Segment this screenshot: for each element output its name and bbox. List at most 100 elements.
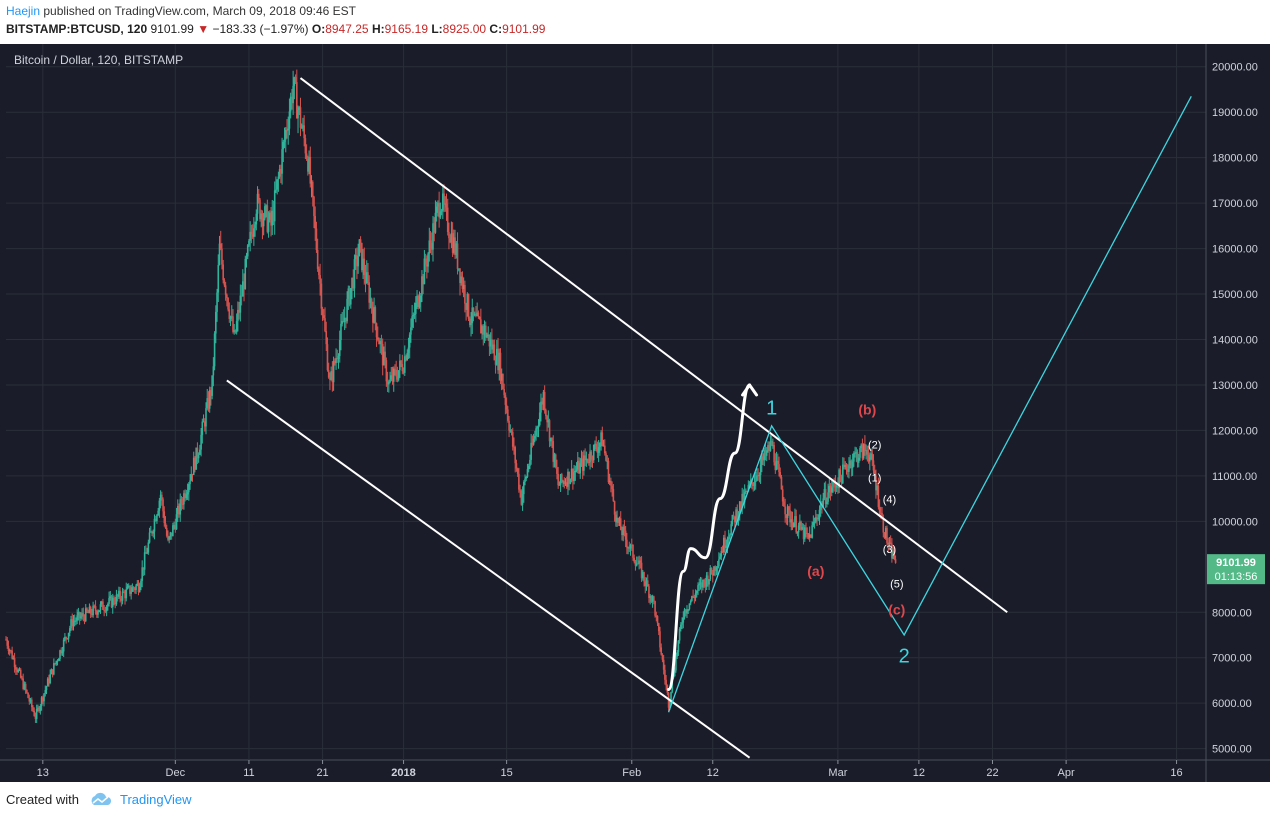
candle-body [51,669,54,675]
candle-body [135,585,137,590]
candle-body [367,272,369,283]
candle-body [515,463,518,469]
candle-body [152,531,155,534]
candle-body [502,374,504,390]
candle-body [206,398,209,409]
candle-body [179,499,182,515]
candle-body [53,663,55,675]
candle-body [835,485,838,488]
wave-label: (4) [883,494,896,506]
candle-body [554,454,557,468]
candle-body [67,632,70,639]
y-tick-label: 6000.00 [1212,698,1252,710]
candle-body [118,590,120,597]
candle-body [886,527,888,543]
candle-body [40,697,43,706]
price-chart[interactable]: 20000.0019000.0018000.0017000.0016000.00… [0,44,1270,782]
candle-body [202,421,205,423]
candle-body [487,334,490,336]
candle-body [616,517,618,523]
candle-body [770,440,773,446]
candle-body [363,258,366,276]
candle-body [853,453,855,462]
candle-body [761,456,763,465]
candle-body [260,213,263,220]
candle-body [412,315,415,317]
candle-body [840,476,843,484]
candle-body [520,490,523,505]
candle-body [397,370,400,380]
candle-body [503,389,505,396]
y-tick-label: 13000.00 [1212,380,1258,392]
candle-body [95,610,98,615]
candle-body [266,205,269,232]
candle-body [492,344,494,350]
candle-body [129,585,131,594]
current-price-label: 9101.99 [1216,557,1256,569]
candle-body [385,360,388,382]
candle-body [439,211,442,218]
candle-body [807,533,810,538]
candle-body [293,77,296,86]
candle-body [823,488,826,499]
candle-body [848,465,850,472]
candle-body [103,609,105,611]
candle-body [55,660,58,664]
candle-body [289,96,292,112]
candle-body [297,110,299,119]
candle-body [581,458,584,471]
candle-body [287,128,290,131]
chart-area[interactable]: 20000.00 19000.00 18000.00 17000.00 16000.00… [0,44,1270,782]
tradingview-link[interactable]: TradingView [120,792,192,807]
candle-body [221,248,223,265]
candle-body [445,203,448,208]
candle-body [832,481,834,488]
candle-body [194,457,196,470]
candle-body [424,258,427,265]
candle-body [329,377,331,380]
footer: Created with TradingView [6,792,192,809]
candle-body [337,356,340,359]
candle-body [219,243,222,249]
candle-body [379,341,382,345]
candle-body [629,544,632,549]
candle-body [22,678,24,690]
candle-body [354,255,357,260]
candle-body [497,348,499,371]
candle-body [498,352,501,371]
candle-body [375,323,378,338]
wave-projection-path [667,95,1192,713]
candle-body [189,480,191,485]
candle-body [172,525,174,537]
y-tick-label: 5000.00 [1212,744,1252,756]
candle-body [590,451,593,460]
candle-body [347,288,350,299]
candle-body [567,471,569,487]
x-tick-label: Apr [1058,767,1075,779]
candle-body [158,500,161,511]
candle-body [46,678,49,687]
candle-body [525,476,528,479]
candle-body [662,659,665,670]
candle-body [660,647,663,655]
candle-body [471,307,474,324]
candle-body [460,276,463,284]
candle-body [864,444,866,451]
author-link[interactable]: Haejin [6,4,41,18]
candle-body [395,369,397,377]
candle-body [164,523,167,529]
candle-body [440,210,443,212]
candle-body [82,613,85,617]
candle-body [30,699,33,708]
candle-body [346,298,348,322]
candle-body [208,390,211,409]
candle-body [509,430,512,432]
candle-body [465,303,467,310]
candle-body [442,193,444,211]
candle-body [500,374,503,381]
candle-body [5,639,7,641]
candle-body [518,473,520,490]
candle-body [89,606,92,614]
candle-body [44,689,47,694]
candle-body [537,424,540,428]
